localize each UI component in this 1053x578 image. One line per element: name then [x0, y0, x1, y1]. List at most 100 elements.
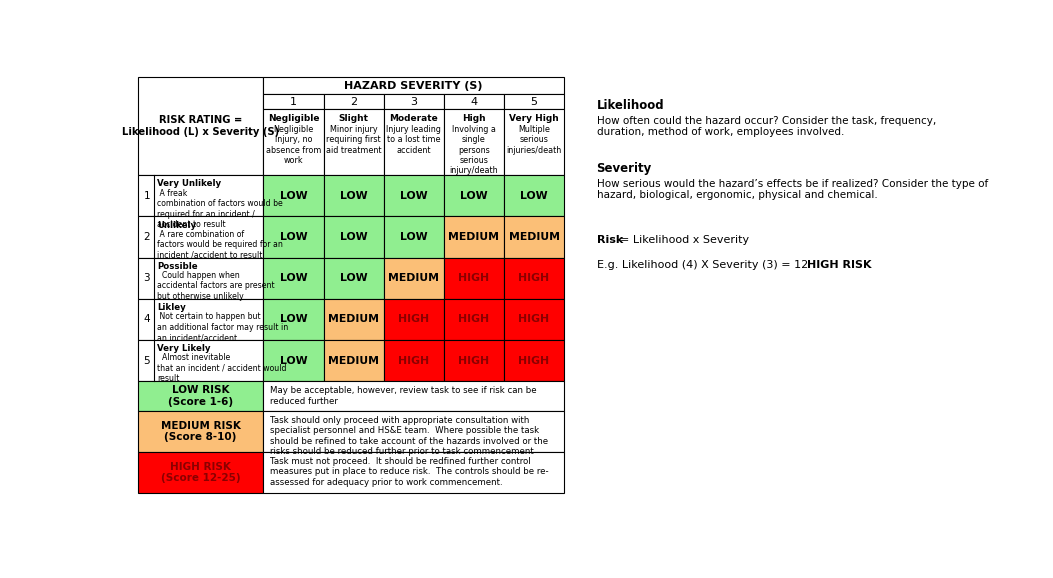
Bar: [443, 216, 504, 258]
Bar: [263, 452, 564, 493]
Text: HIGH RISK: HIGH RISK: [808, 260, 872, 269]
Text: HIGH: HIGH: [458, 314, 490, 324]
Text: Injury leading
to a lost time
accident: Injury leading to a lost time accident: [386, 125, 441, 154]
Text: HIGH: HIGH: [458, 355, 490, 366]
Bar: [323, 175, 383, 216]
Text: May be acceptable, however, review task to see if risk can be
reduced further: May be acceptable, however, review task …: [271, 386, 537, 406]
Text: Risk: Risk: [597, 235, 622, 245]
Bar: [263, 411, 564, 452]
Text: LOW: LOW: [280, 314, 307, 324]
Bar: [323, 258, 383, 299]
Bar: [443, 258, 504, 299]
Text: 3: 3: [411, 97, 417, 107]
Bar: [263, 258, 323, 299]
Text: Task should only proceed with appropriate consultation with
specialist personnel: Task should only proceed with appropriat…: [271, 416, 549, 456]
Bar: [263, 94, 323, 109]
Bar: [263, 299, 323, 340]
Text: 2: 2: [350, 97, 357, 107]
Text: HIGH: HIGH: [518, 355, 550, 366]
Text: How serious would the hazard’s effects be if realized? Consider the type of
haza: How serious would the hazard’s effects b…: [597, 179, 988, 201]
Text: HIGH: HIGH: [398, 355, 430, 366]
Text: LOW: LOW: [520, 191, 548, 201]
Bar: [383, 109, 443, 175]
Text: Very High: Very High: [510, 114, 559, 123]
Bar: [138, 340, 263, 381]
Text: E.g. Likelihood (4) X Severity (3) = 12: E.g. Likelihood (4) X Severity (3) = 12: [597, 260, 811, 269]
Text: LOW: LOW: [280, 191, 307, 201]
Text: Could happen when
accidental factors are present
but otherwise unlikely: Could happen when accidental factors are…: [157, 271, 275, 301]
Text: 3: 3: [143, 273, 150, 283]
Bar: [504, 109, 564, 175]
Text: Slight: Slight: [339, 114, 369, 123]
Bar: [504, 299, 564, 340]
Bar: [138, 216, 263, 258]
Text: 1: 1: [290, 97, 297, 107]
Bar: [323, 109, 383, 175]
Bar: [504, 340, 564, 381]
Bar: [323, 340, 383, 381]
Bar: [443, 175, 504, 216]
Text: Very Unlikely: Very Unlikely: [157, 180, 221, 188]
Text: Not certain to happen but
an additional factor may result in
an incident/acciden: Not certain to happen but an additional …: [157, 312, 289, 342]
Bar: [383, 175, 443, 216]
Text: LOW: LOW: [280, 355, 307, 366]
Bar: [383, 299, 443, 340]
Bar: [263, 216, 323, 258]
Bar: [443, 109, 504, 175]
Bar: [138, 175, 263, 216]
Text: MEDIUM: MEDIUM: [509, 232, 559, 242]
Text: Almost inevitable
that an incident / accident would
result: Almost inevitable that an incident / acc…: [157, 354, 286, 383]
Text: Minor injury
requiring first
aid treatment: Minor injury requiring first aid treatme…: [325, 125, 381, 154]
Bar: [323, 216, 383, 258]
Bar: [504, 258, 564, 299]
Bar: [138, 258, 263, 299]
Text: 5: 5: [531, 97, 537, 107]
Text: LOW: LOW: [460, 191, 488, 201]
Text: HIGH: HIGH: [458, 273, 490, 283]
Text: 5: 5: [143, 355, 150, 366]
Text: Involving a
single
persons
serious
injury/death: Involving a single persons serious injur…: [450, 125, 498, 175]
Text: Likelihood: Likelihood: [597, 99, 664, 112]
Text: LOW: LOW: [400, 232, 428, 242]
Text: RISK RATING =
Likelihood (L) x Severity (S): RISK RATING = Likelihood (L) x Severity …: [122, 116, 279, 137]
Text: Possible: Possible: [157, 262, 198, 271]
Text: Negligible: Negligible: [267, 114, 319, 123]
Bar: [138, 299, 263, 340]
Text: Task must not proceed.  It should be redfined further control
measures put in pl: Task must not proceed. It should be redf…: [271, 457, 549, 487]
Text: Likley: Likley: [157, 303, 185, 312]
Text: 2: 2: [143, 232, 150, 242]
Text: Unlikely: Unlikely: [157, 221, 196, 229]
Text: Very Likely: Very Likely: [157, 344, 211, 353]
Bar: [323, 299, 383, 340]
Text: LOW: LOW: [340, 191, 367, 201]
Bar: [263, 175, 323, 216]
Text: LOW: LOW: [280, 273, 307, 283]
Text: Severity: Severity: [597, 162, 652, 175]
Text: HIGH: HIGH: [518, 273, 550, 283]
Text: = Likelihood x Severity: = Likelihood x Severity: [620, 235, 749, 245]
Bar: [263, 381, 564, 411]
Text: 1: 1: [143, 191, 150, 201]
Text: Multiple
serious
injuries/death: Multiple serious injuries/death: [506, 125, 561, 154]
Bar: [323, 94, 383, 109]
Text: LOW: LOW: [400, 191, 428, 201]
Text: HAZARD SEVERITY (S): HAZARD SEVERITY (S): [344, 81, 483, 91]
Text: MEDIUM: MEDIUM: [389, 273, 439, 283]
Bar: [138, 77, 263, 175]
Text: Moderate: Moderate: [390, 114, 438, 123]
Bar: [504, 94, 564, 109]
Text: LOW: LOW: [280, 232, 307, 242]
Bar: [263, 109, 323, 175]
Bar: [383, 216, 443, 258]
Text: A freak
combination of factors would be
required for an incident /
accident to r: A freak combination of factors would be …: [157, 188, 282, 229]
Bar: [383, 340, 443, 381]
Bar: [138, 411, 263, 452]
Text: LOW: LOW: [340, 232, 367, 242]
Bar: [263, 77, 564, 94]
Bar: [383, 258, 443, 299]
Text: MEDIUM: MEDIUM: [449, 232, 499, 242]
Bar: [443, 340, 504, 381]
Bar: [383, 94, 443, 109]
Text: MEDIUM: MEDIUM: [329, 314, 379, 324]
Text: HIGH: HIGH: [398, 314, 430, 324]
